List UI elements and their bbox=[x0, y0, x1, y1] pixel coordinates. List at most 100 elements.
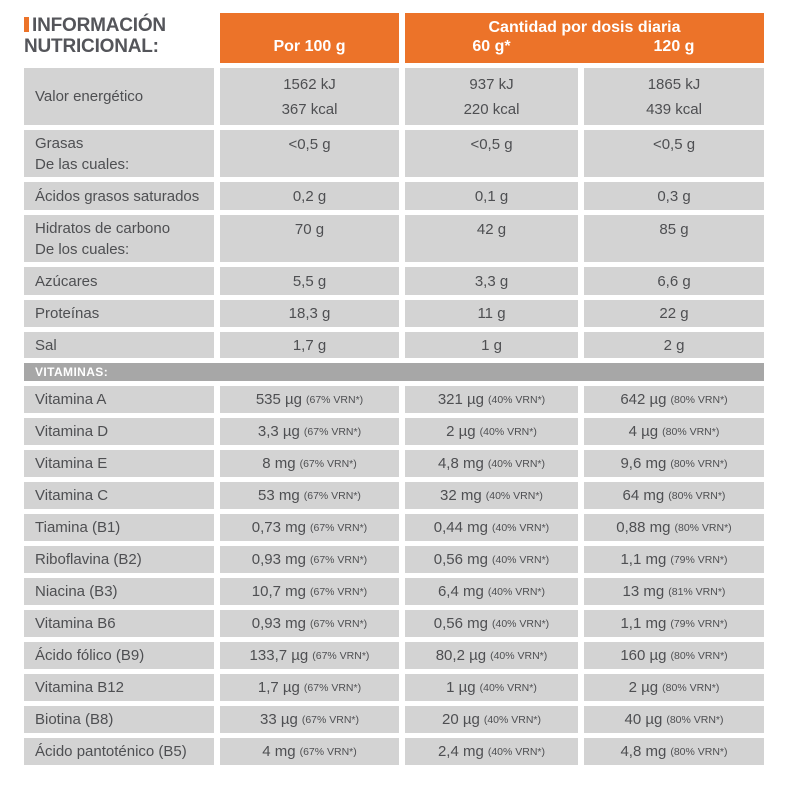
nutrient-value: 0,3 g bbox=[657, 187, 691, 205]
daily-dose-subcolumns: 60 g* 120 g bbox=[405, 37, 764, 56]
title-line-1: INFORMACIÓN bbox=[24, 15, 214, 36]
nutrient-value-cell: 18,3 g bbox=[220, 300, 399, 327]
vitamin-label: Vitamina D bbox=[35, 423, 109, 440]
vitamin-label-cell: Riboflavina (B2) bbox=[24, 546, 214, 573]
vitamin-row: Vitamina C 53 mg (67% VRN*) 32 mg (40% VRN*)… bbox=[24, 482, 764, 509]
vitamin-amount: 2 µg bbox=[446, 423, 476, 440]
nutrient-value-cell: <0,5 g bbox=[584, 130, 764, 177]
vitamin-label: Ácido fólico (B9) bbox=[35, 647, 145, 664]
vitamin-amount: 53 mg bbox=[258, 487, 300, 504]
vitamin-row: Tiamina (B1) 0,73 mg (67% VRN*) 0,44 mg (40%… bbox=[24, 514, 764, 541]
nutrient-value: 0,2 g bbox=[292, 187, 327, 205]
vitamin-amount: 0,56 mg bbox=[433, 551, 488, 568]
vitamin-amount: 0,56 mg bbox=[433, 615, 488, 632]
vitamin-value-cell: 6,4 mg (40% VRN*) bbox=[405, 578, 578, 605]
vitamin-value-cell: 20 µg (40% VRN*) bbox=[405, 706, 578, 733]
nutrient-label: Ácidos grasos saturados bbox=[35, 187, 200, 205]
vitamin-amount: 1,1 mg bbox=[620, 615, 667, 632]
energy-value-line: 937 kJ bbox=[469, 75, 514, 93]
macronutrient-rows: Valor energético 1562 kJ 367 kcal 937 kJ 220… bbox=[24, 68, 764, 358]
vitamin-vrn-percent: (80% VRN*) bbox=[674, 521, 732, 534]
vitamin-row: Ácido pantoténico (B5) 4 mg (67% VRN*) 2,4 … bbox=[24, 738, 764, 765]
nutrient-value-cell: 6,6 g bbox=[584, 267, 764, 295]
vitamin-vrn-percent: (80% VRN*) bbox=[670, 649, 728, 662]
vitamin-label-cell: Biotina (B8) bbox=[24, 706, 214, 733]
nutrient-value: 1,7 g bbox=[292, 336, 327, 354]
nutrient-value-cell: 0,1 g bbox=[405, 182, 578, 210]
title-line-2: NUTRICIONAL: bbox=[24, 36, 159, 57]
vitamin-value-cell: 4 mg (67% VRN*) bbox=[220, 738, 399, 765]
nutrient-value-cell: 1 g bbox=[405, 332, 578, 358]
vitamin-label: Riboflavina (B2) bbox=[35, 551, 142, 568]
nutrient-value-cell: 5,5 g bbox=[220, 267, 399, 295]
nutrient-label-cell: Azúcares bbox=[24, 267, 214, 295]
vitamin-value-cell: 2,4 mg (40% VRN*) bbox=[405, 738, 578, 765]
vitamin-amount: 0,88 mg bbox=[616, 519, 671, 536]
nutrient-label: Hidratos de carbono bbox=[35, 220, 171, 237]
column-header-daily-dose: Cantidad por dosis diaria 60 g* 120 g bbox=[405, 13, 764, 63]
vitamin-amount: 40 µg bbox=[624, 711, 663, 728]
vitamin-label: Vitamina C bbox=[35, 487, 109, 504]
nutrient-value-cell: 3,3 g bbox=[405, 267, 578, 295]
vitamin-amount: 642 µg bbox=[620, 391, 667, 408]
nutrient-row: Sal 1,7 g 1 g 2 g bbox=[24, 332, 764, 358]
energy-value-line: 1562 kJ bbox=[283, 75, 336, 93]
vitamin-amount: 13 mg bbox=[622, 583, 665, 600]
nutrient-value-cell: 2 g bbox=[584, 332, 764, 358]
vitamin-amount: 2,4 mg bbox=[437, 743, 484, 760]
nutrient-value-cell: <0,5 g bbox=[220, 130, 399, 177]
vitamin-amount: 1,1 mg bbox=[620, 551, 667, 568]
energy-value-line: 367 kcal bbox=[281, 100, 338, 118]
vitamin-value-cell: 0,93 mg (67% VRN*) bbox=[220, 610, 399, 637]
nutrient-row: Ácidos grasos saturados 0,2 g 0,1 g 0,3 g bbox=[24, 182, 764, 210]
vitamin-row: Riboflavina (B2) 0,93 mg (67% VRN*) 0,56 mg… bbox=[24, 546, 764, 573]
nutrition-facts-table: INFORMACIÓN NUTRICIONAL: Por 100 g Canti… bbox=[24, 13, 764, 765]
nutrient-value: <0,5 g bbox=[470, 136, 513, 153]
vitamin-value-cell: 160 µg (80% VRN*) bbox=[584, 642, 764, 669]
vitamin-value-cell: 33 µg (67% VRN*) bbox=[220, 706, 399, 733]
nutrient-label: Grasas bbox=[35, 135, 84, 152]
vitamin-vrn-percent: (80% VRN*) bbox=[666, 713, 724, 726]
vitamin-label-cell: Vitamina A bbox=[24, 386, 214, 413]
vitamin-vrn-percent: (40% VRN*) bbox=[488, 393, 546, 406]
vitamin-value-cell: 0,56 mg (40% VRN*) bbox=[405, 610, 578, 637]
nutrient-value: 11 g bbox=[477, 305, 506, 322]
vitamin-vrn-percent: (40% VRN*) bbox=[479, 425, 537, 438]
vitamin-vrn-percent: (79% VRN*) bbox=[670, 553, 728, 566]
nutrient-label-cell: Proteínas bbox=[24, 300, 214, 327]
vitamin-label-cell: Ácido pantoténico (B5) bbox=[24, 738, 214, 765]
vitamin-row: Biotina (B8) 33 µg (67% VRN*) 20 µg (40% VRN… bbox=[24, 706, 764, 733]
vitamin-value-cell: 40 µg (80% VRN*) bbox=[584, 706, 764, 733]
nutrient-value: 85 g bbox=[659, 221, 689, 238]
nutrient-value-cell: 70 g bbox=[220, 215, 399, 262]
page-title: INFORMACIÓN NUTRICIONAL: bbox=[24, 13, 214, 63]
vitamin-label-cell: Vitamina B6 bbox=[24, 610, 214, 637]
per-100g-label: Por 100 g bbox=[273, 38, 346, 55]
vitamin-value-cell: 2 µg (40% VRN*) bbox=[405, 418, 578, 445]
vitamin-label: Tiamina (B1) bbox=[35, 519, 121, 536]
vitamins-section-header: VITAMINAS: bbox=[24, 363, 764, 381]
nutrient-value-cell: 42 g bbox=[405, 215, 578, 262]
vitamin-vrn-percent: (79% VRN*) bbox=[670, 617, 728, 630]
vitamin-row: Vitamina D 3,3 µg (67% VRN*) 2 µg (40% VRN*)… bbox=[24, 418, 764, 445]
vitamin-label-cell: Ácido fólico (B9) bbox=[24, 642, 214, 669]
vitamin-value-cell: 2 µg (80% VRN*) bbox=[584, 674, 764, 701]
vitamin-amount: 1,7 µg bbox=[257, 679, 300, 696]
vitamin-value-cell: 1 µg (40% VRN*) bbox=[405, 674, 578, 701]
vitamin-amount: 0,73 mg bbox=[251, 519, 306, 536]
vitamin-amount: 80,2 µg bbox=[435, 647, 487, 664]
vitamins-section-label: VITAMINAS: bbox=[35, 365, 109, 379]
nutrient-label: Valor energético bbox=[35, 88, 144, 105]
nutrient-value: 22 g bbox=[659, 305, 689, 322]
vitamin-label-cell: Vitamina E bbox=[24, 450, 214, 477]
vitamin-amount: 2 µg bbox=[628, 679, 659, 696]
vitamin-row: Vitamina A 535 µg (67% VRN*) 321 µg (40% VRN… bbox=[24, 386, 764, 413]
vitamin-amount: 20 µg bbox=[441, 711, 480, 728]
nutrient-value-cell: 1865 kJ 439 kcal bbox=[584, 68, 764, 125]
vitamin-label: Vitamina E bbox=[35, 455, 108, 472]
nutrient-label-cell: Hidratos de carbono De los cuales: bbox=[24, 215, 214, 262]
vitamin-amount: 4 mg bbox=[262, 743, 296, 760]
vitamin-value-cell: 80,2 µg (40% VRN*) bbox=[405, 642, 578, 669]
nutrient-row: Azúcares 5,5 g 3,3 g 6,6 g bbox=[24, 267, 764, 295]
energy-value-line: 439 kcal bbox=[646, 100, 702, 118]
